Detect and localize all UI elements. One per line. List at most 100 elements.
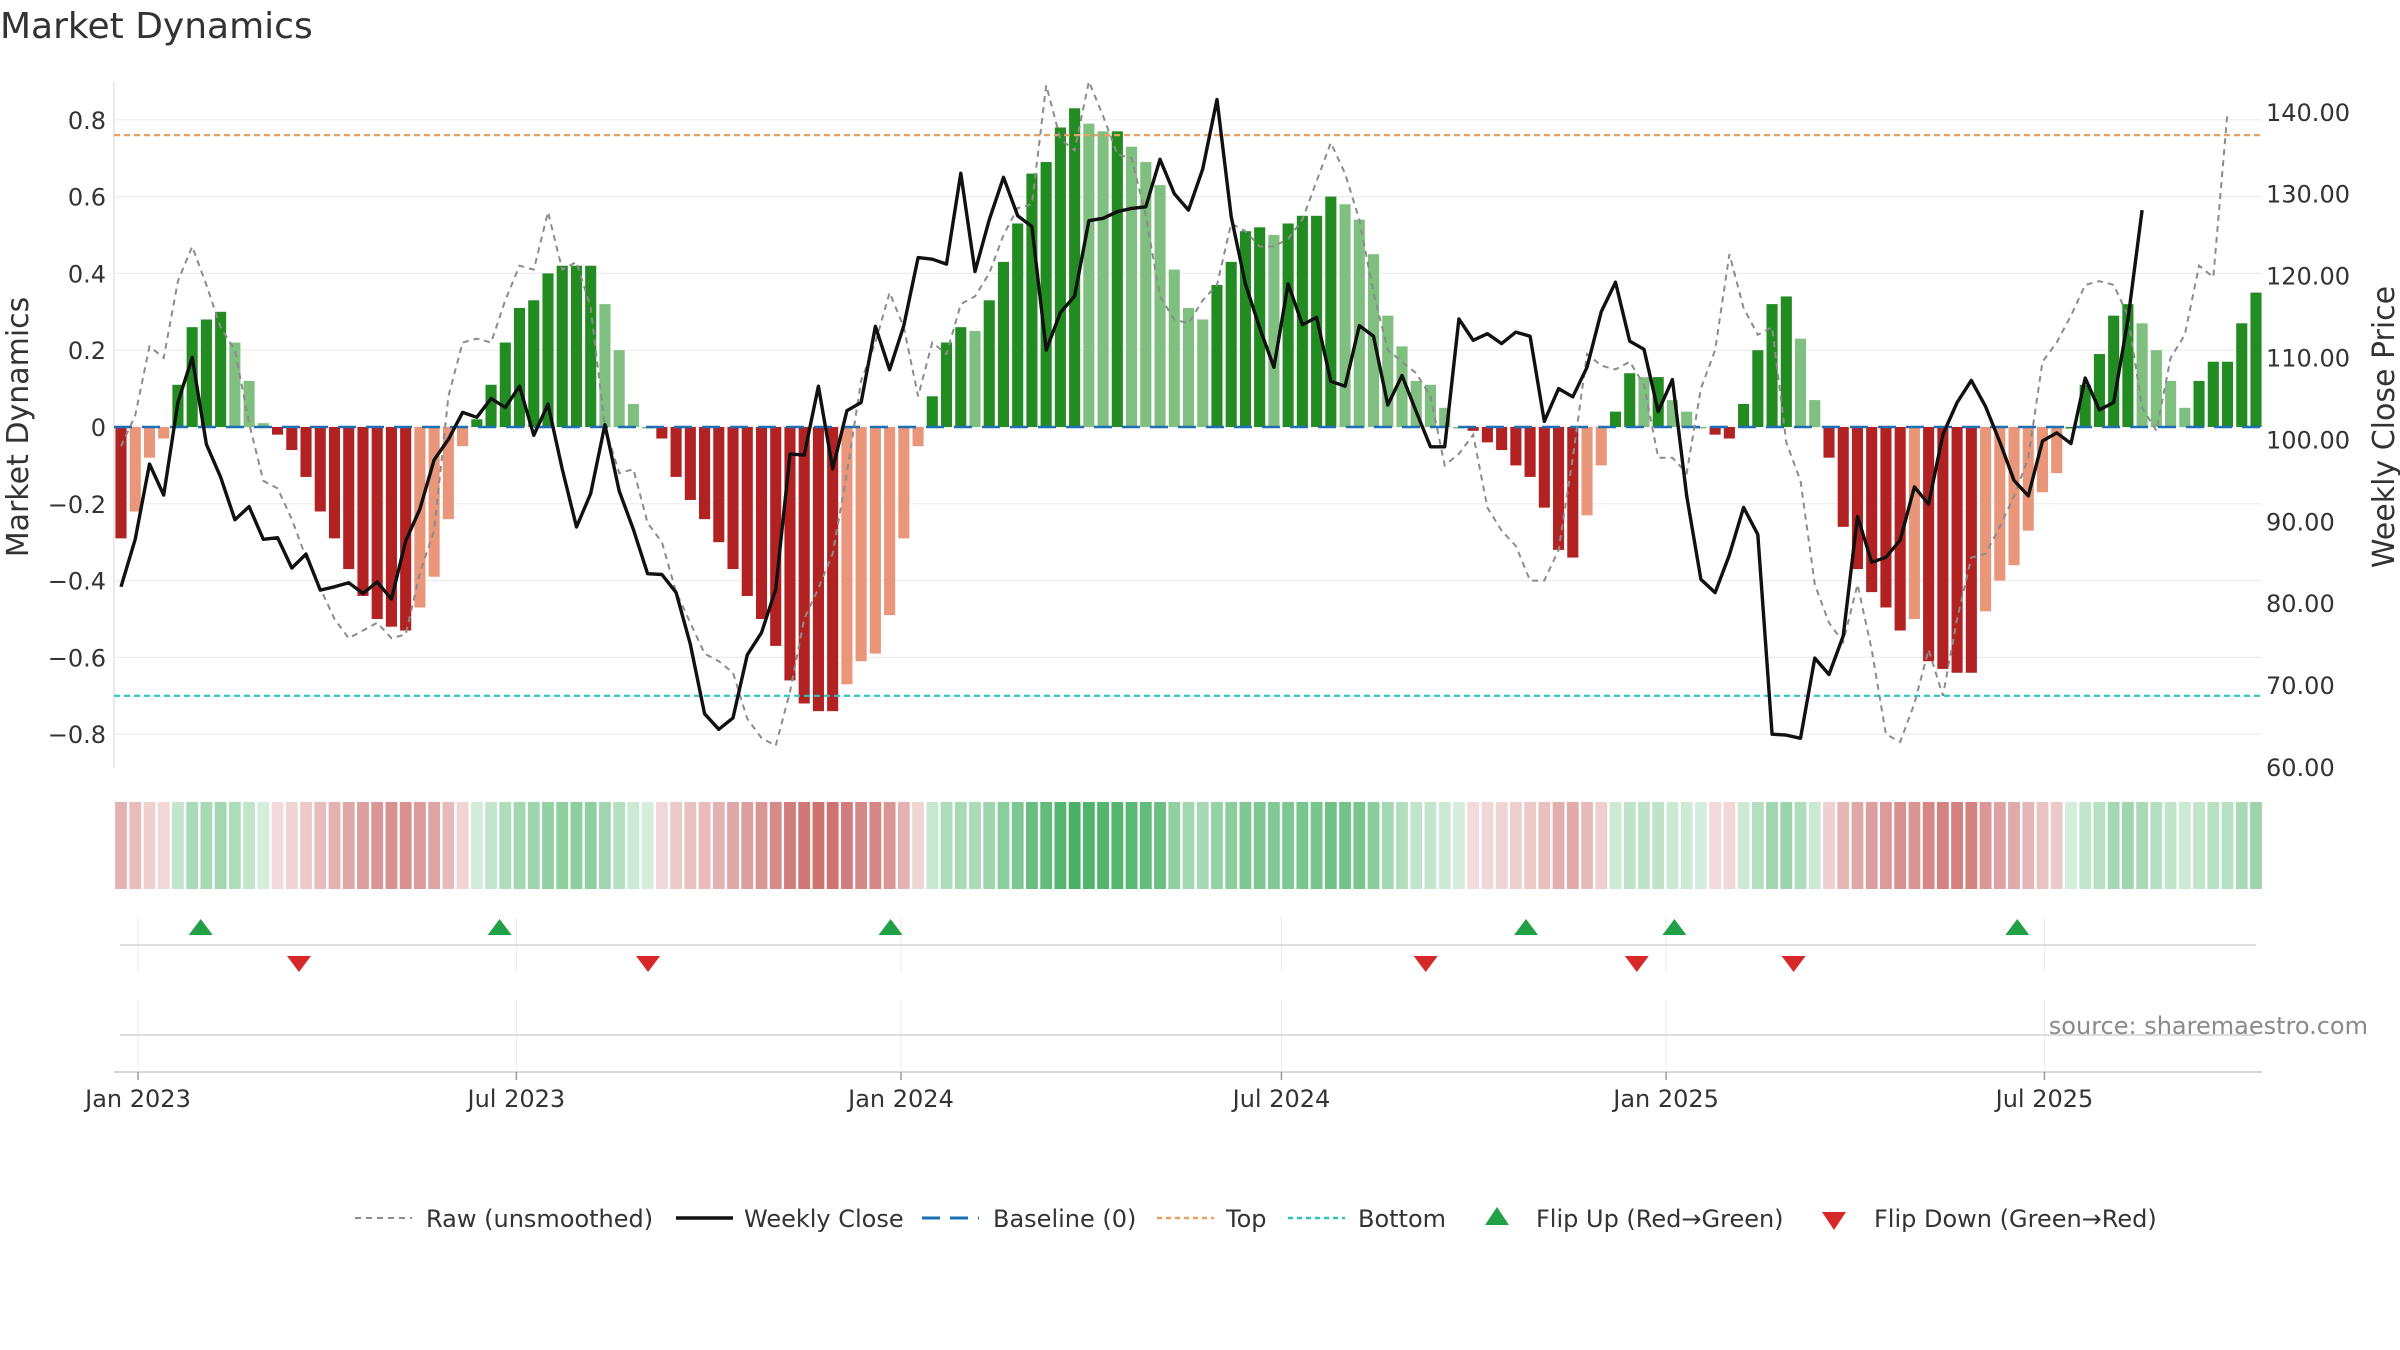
- dynamics-bar: [1396, 346, 1408, 427]
- heat-cell: [1481, 802, 1494, 889]
- heat-cell: [2093, 802, 2106, 889]
- dynamics-bar: [684, 427, 696, 500]
- heat-cell: [371, 802, 384, 889]
- legend-label-baseline: Baseline (0): [993, 1205, 1136, 1233]
- legend-label-bottom: Bottom: [1358, 1205, 1446, 1233]
- dynamics-bar: [1538, 427, 1550, 508]
- legend-item-close: Weekly Close: [676, 1205, 904, 1233]
- heat-cell: [1026, 802, 1038, 889]
- right-tick-label: 110.00: [2266, 345, 2350, 373]
- dynamics-bar: [670, 427, 682, 477]
- dynamics-bar: [1282, 223, 1294, 427]
- dynamics-bar: [585, 265, 597, 427]
- dynamics-bar: [1524, 427, 1536, 477]
- legend-flip-up-icon: [1485, 1207, 1509, 1225]
- heat-cell: [1509, 802, 1522, 889]
- flip-up-marker: [1514, 919, 1539, 935]
- dynamics-bar: [1353, 219, 1365, 427]
- dynamics-bar: [1168, 269, 1180, 427]
- dynamics-bar: [1040, 162, 1052, 428]
- heat-cell: [1965, 802, 1978, 889]
- heat-cell: [243, 802, 256, 889]
- dynamics-bar: [485, 384, 497, 427]
- left-tick-label: −0.6: [48, 644, 106, 672]
- dynamics-bar: [2250, 292, 2262, 427]
- heat-cell: [1211, 802, 1223, 889]
- heat-cell: [357, 802, 369, 889]
- heat-cell: [1851, 802, 1864, 889]
- heat-cell: [670, 802, 683, 889]
- heat-cell: [1694, 802, 1707, 889]
- heat-cell: [556, 802, 569, 889]
- heat-cell: [1182, 802, 1195, 889]
- dynamics-bar: [1097, 131, 1109, 427]
- dynamics-bar: [272, 427, 284, 435]
- dynamics-bar: [1624, 373, 1636, 427]
- heat-cell: [954, 802, 967, 889]
- dynamics-bar: [2022, 427, 2034, 531]
- heat-cell: [1595, 802, 1608, 889]
- dynamics-bar: [1126, 146, 1138, 427]
- heat-cell: [1951, 802, 1964, 889]
- heat-cell: [969, 802, 981, 889]
- dynamics-bar: [570, 265, 583, 427]
- dynamics-bar: [741, 427, 753, 596]
- heat-cell: [1865, 802, 1878, 889]
- dynamics-bar: [1880, 427, 1892, 608]
- dynamics-bar: [428, 427, 440, 577]
- dynamics-bar: [1111, 131, 1123, 427]
- dynamics-bar: [1595, 427, 1607, 466]
- dynamics-bar: [1510, 427, 1522, 466]
- flip-down-marker: [1413, 956, 1438, 972]
- left-tick-label: −0.8: [48, 721, 106, 749]
- dynamics-bar: [1794, 338, 1807, 427]
- heat-cell: [755, 802, 768, 889]
- heat-cell: [115, 802, 127, 889]
- heat-cell: [257, 802, 270, 889]
- dynamics-bar: [2150, 350, 2162, 427]
- heat-cell: [399, 802, 412, 889]
- dynamics-bar: [912, 427, 924, 447]
- heat-cell: [1196, 802, 1209, 889]
- dynamics-bar: [1424, 384, 1437, 427]
- dynamics-bar: [1268, 235, 1280, 427]
- dynamics-bar: [2122, 304, 2134, 427]
- heat-cell: [2022, 802, 2035, 889]
- heat-cell: [1666, 802, 1679, 889]
- dynamics-bar: [1225, 261, 1237, 427]
- dynamics-bar: [328, 427, 341, 539]
- heat-cell: [1310, 802, 1323, 889]
- heat-cell: [712, 802, 725, 889]
- heat-cell: [2079, 802, 2092, 889]
- x-tick-label: Jul 2023: [466, 1085, 566, 1113]
- dynamics-bar: [1681, 411, 1693, 427]
- dynamics-bar: [855, 427, 867, 662]
- heat-cell: [485, 802, 497, 889]
- dynamics-bar: [1908, 427, 1920, 619]
- x-tick-label: Jan 2024: [846, 1085, 954, 1113]
- dynamics-bar: [1980, 427, 1992, 612]
- heat-cell: [143, 802, 156, 889]
- legend-label-top: Top: [1225, 1205, 1267, 1233]
- heat-cell: [1495, 802, 1508, 889]
- heat-cell: [1267, 802, 1280, 889]
- heat-cell: [855, 802, 868, 889]
- right-tick-label: 90.00: [2266, 508, 2335, 536]
- heat-cell: [1609, 802, 1622, 889]
- dynamics-bar: [2051, 427, 2063, 474]
- heat-cell: [1894, 802, 1907, 889]
- dynamics-bar: [229, 342, 241, 427]
- heat-cell: [385, 802, 398, 889]
- dynamics-bar: [1325, 196, 1337, 427]
- x-tick-label: Jan 2025: [1611, 1085, 1719, 1113]
- flip-markers-panel: [120, 918, 2256, 972]
- dynamics-bar: [1652, 377, 1664, 427]
- dynamics-bar: [2079, 384, 2091, 427]
- dynamics-bar: [1069, 108, 1081, 427]
- heat-cell: [1709, 802, 1722, 889]
- dynamics-bar: [1965, 427, 1977, 673]
- heat-cell: [499, 802, 512, 889]
- weekly-close-line: [119, 97, 2144, 740]
- dynamics-bar: [513, 307, 526, 427]
- heat-cell: [342, 802, 355, 889]
